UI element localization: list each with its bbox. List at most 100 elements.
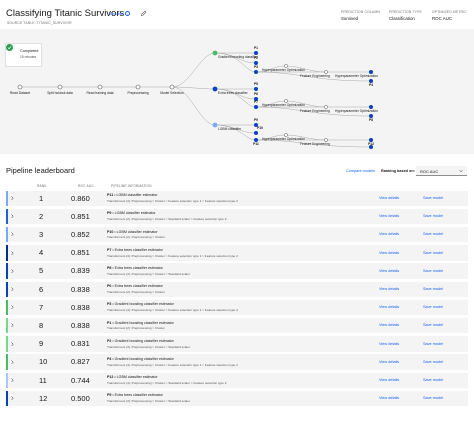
chevron-right-icon[interactable] [11,196,14,201]
view-details-link[interactable]: View details [379,396,400,401]
view-details-link[interactable]: View details [379,214,400,219]
score-value: 0.851 [71,211,90,221]
pipeline-transformers: Transformers (4): Preprocessing > Cluste… [107,253,238,258]
view-details-link[interactable]: View details [379,305,400,310]
view-details-link[interactable]: View details [379,232,400,237]
pipeline-label: P4 [368,83,374,87]
view-details-link[interactable]: View details [379,341,400,346]
hpo-label: Hyperparameter Optimization [335,74,379,78]
compare-models-button[interactable]: Compare models [346,169,375,173]
pipeline-transformers: Transformers (4): Preprocessing > Cluste… [107,381,227,386]
save-model-link[interactable]: Save model [423,268,444,273]
table-row[interactable]: 5 0.839 P8 • Extra trees classifier estima… [6,263,468,279]
fe-node [324,105,328,109]
pipeline-color-bar [6,372,8,388]
edit-icon[interactable] [140,10,147,17]
pipeline-transformers: Transformers (2): Preprocessing > Cluste… [107,217,227,222]
pipeline-color-bar [6,354,8,370]
meta-label: PREDICTION TYPE [389,9,422,14]
pipeline-name: P11 • LGBM classifier estimator [107,193,158,198]
ranking-select[interactable]: ROC AUC [416,166,467,176]
hpo-node [284,133,288,137]
view-details-link[interactable]: View details [379,359,400,364]
view-details-link[interactable]: View details [379,287,400,292]
hpo-label: Hyperparameter Optimization [262,103,306,107]
ranking-label: Ranking based on: [381,169,415,173]
pipeline-node-p11 [254,138,258,142]
view-details-link[interactable]: View details [379,268,400,273]
pipeline-color-bar [6,317,8,334]
status-time: 15 minutes [20,54,37,59]
chevron-right-icon[interactable] [11,287,14,292]
view-details-link[interactable]: View details [379,323,400,328]
chevron-right-icon[interactable] [11,305,14,310]
table-row[interactable]: 7 0.838 P3 • Gradient boosting classifier … [6,299,468,316]
table-row[interactable]: 8 0.838 P1 • Gradient boosting classifier … [6,317,468,334]
estimator-name: Gradient boosting classifier estimator [114,320,174,325]
view-details-link[interactable]: View details [379,196,400,201]
estimator-name: Extra trees classifier estimator [114,284,163,289]
meta-label: OPTIMIZED METRIC [432,9,467,14]
pipeline-transformers: Transformers (4): Preprocessing > Cluste… [107,362,238,367]
page-header: Classifying Titanic Survivors View info … [0,0,474,29]
view-info-link[interactable]: View info i [109,11,130,16]
pipeline-node-p7 [254,105,258,109]
table-row[interactable]: 6 0.838 P6 • Extra trees classifier estima… [6,281,468,297]
pipeline-node-p6 [254,97,258,101]
chevron-right-icon[interactable] [11,323,14,328]
save-model-link[interactable]: Save model [423,359,444,364]
save-model-link[interactable]: Save model [423,287,444,292]
table-row[interactable]: 4 0.851 P7 • Extra trees classifier estima… [6,245,468,261]
view-details-link[interactable]: View details [379,250,400,255]
chevron-right-icon[interactable] [11,396,14,401]
chevron-right-icon[interactable] [11,378,14,383]
chevron-right-icon[interactable] [11,214,14,219]
fe-node [324,138,328,142]
table-row[interactable]: 11 0.744 P12 • LGBM classifier estimator Tr… [6,372,468,388]
estimator-name: Gradient boosting classifier estimator [114,357,174,362]
table-row[interactable]: 10 0.827 P4 • Gradient boosting classifier… [6,354,468,370]
pipeline-label: P10 [257,126,263,130]
chevron-right-icon[interactable] [11,250,14,256]
estimator-label: Gradient boosting classifier [218,55,258,59]
estimator-name: LGBM classifier estimator [116,375,158,380]
view-details-link[interactable]: View details [379,378,400,383]
save-model-link[interactable]: Save model [423,378,444,383]
save-model-link[interactable]: Save model [423,305,444,310]
table-row[interactable]: 2 0.851 P9 • LGBM classifier estimator Tran… [6,208,468,225]
chevron-right-icon[interactable] [11,269,14,274]
pipeline-node-p1 [254,51,258,55]
score-value: 0.838 [71,302,90,312]
chevron-right-icon[interactable] [11,341,14,347]
table-row[interactable]: 12 0.500 P5 • Extra trees classifier estim… [6,390,468,407]
chevron-right-icon[interactable] [11,232,14,237]
save-model-link[interactable]: Save model [423,232,444,237]
pipeline-label: P5 [253,82,259,86]
step-label: Split holdout data [47,91,73,95]
score-value: 0.827 [71,357,90,367]
chevron-right-icon[interactable] [11,360,14,365]
rank-value: 12 [39,393,48,403]
save-model-link[interactable]: Save model [423,196,444,201]
save-model-link[interactable]: Save model [423,341,444,346]
step-label: Read Dataset [9,91,31,95]
table-row[interactable]: 3 0.852 P10 • LGBM classifier estimator Tra… [6,226,468,243]
column-header-rank: RANK [37,183,47,188]
pipeline-transformers: Transformers (2): Preprocessing > Cluste… [107,235,165,240]
pipeline-id: P4 [107,357,112,362]
save-model-link[interactable]: Save model [423,396,444,401]
table-row[interactable]: 1 0.860 P11 • LGBM classifier estimator Tra… [6,190,468,206]
score-value: 0.831 [71,339,90,349]
save-model-link[interactable]: Save model [423,250,444,255]
score-value: 0.500 [71,393,90,403]
estimator-label: Extra trees classifier [218,91,248,95]
table-row[interactable]: 9 0.831 P2 • Gradient boosting classifier … [6,336,468,352]
pipeline-node-p8b [369,114,373,118]
save-model-link[interactable]: Save model [423,323,444,328]
save-model-link[interactable]: Save model [423,214,444,219]
pipeline-transformers: Transformers (4): Preprocessing > Cluste… [107,199,238,204]
pipeline-node-p12 [369,138,373,142]
pipeline-name: P9 • LGBM classifier estimator [107,211,156,216]
view-info-label: View info [109,11,124,16]
pipeline-label: P3 [253,65,259,69]
